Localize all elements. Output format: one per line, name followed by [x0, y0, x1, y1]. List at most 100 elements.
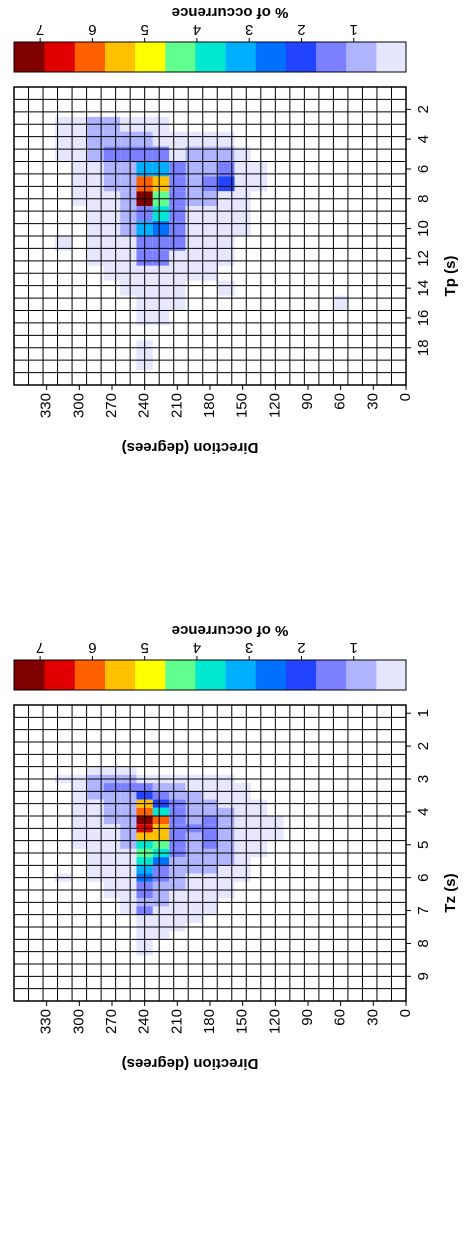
heatmap-cell: [152, 146, 170, 162]
colorbar-swatch: [194, 660, 226, 690]
heatmap-cell: [152, 931, 170, 940]
heatmap-cell: [185, 840, 202, 849]
y-tick-label: 90: [299, 393, 316, 410]
y-tick-label: 60: [332, 1009, 349, 1026]
heatmap-cell: [103, 131, 121, 147]
colorbar-swatch: [164, 660, 196, 690]
heatmap-cell: [120, 280, 137, 296]
heatmap-cell: [218, 840, 235, 849]
heatmap-cell: [201, 906, 219, 915]
heatmap-cell: [87, 236, 104, 251]
y-tick-label: 180: [201, 393, 218, 418]
heatmap-cell: [185, 816, 202, 825]
heatmap-cell: [152, 881, 170, 890]
heatmap-cell: [120, 881, 137, 890]
heatmap-cell: [152, 280, 170, 296]
heatmap-cell: [218, 890, 235, 899]
y-tick-label: 270: [103, 393, 120, 418]
colorbar-swatch: [14, 42, 45, 72]
heatmap-cell: [250, 807, 268, 816]
y-tick-label: 120: [266, 393, 283, 418]
heatmap-cell: [103, 832, 121, 841]
colorbar-tick-label: 4: [193, 639, 201, 656]
heatmap-cell: [218, 816, 235, 825]
heatmap-cell: [120, 250, 137, 266]
heatmap-cell: [103, 881, 121, 890]
heatmap-cell: [120, 865, 137, 874]
y-tick-label: 240: [136, 1009, 153, 1034]
colorbar-swatch: [194, 42, 226, 72]
y-axis-label: Direction (degrees): [122, 1055, 259, 1072]
colorbar-tick-label: 1: [350, 639, 358, 656]
heatmap-cell: [152, 791, 170, 800]
colorbar-swatch: [134, 42, 166, 72]
colorbar-swatch: [315, 42, 347, 72]
heatmap-cell: [103, 865, 121, 874]
heatmap-cell: [201, 791, 219, 800]
heatmap-cell: [87, 791, 104, 800]
heatmap-cell: [152, 161, 170, 177]
heatmap-cell: [103, 857, 121, 866]
heatmap-cell: [71, 807, 88, 816]
heatmap-cell: [120, 766, 137, 775]
heatmap-cell: [185, 881, 202, 890]
x-tick-label: 4: [415, 135, 432, 143]
colorbar-swatch: [44, 660, 75, 690]
x-tick-label: 16: [415, 310, 432, 327]
colorbar-tick-label: 1: [350, 21, 358, 38]
heatmap-cell: [120, 906, 137, 915]
x-tick-label: 14: [415, 280, 432, 297]
heatmap-cell: [152, 783, 170, 792]
colorbar-tick-label: 5: [140, 21, 148, 38]
x-tick-label: 8: [415, 939, 432, 947]
heatmap-cell: [201, 146, 219, 162]
colorbar-swatch: [74, 660, 105, 690]
heatmap-cell: [234, 176, 251, 192]
colorbar-swatch: [134, 660, 166, 690]
heatmap-cell: [120, 161, 137, 177]
colorbar-swatch: [225, 660, 256, 690]
heatmap-cell: [250, 176, 268, 192]
heatmap-cell: [169, 881, 186, 890]
heatmap-cell: [169, 807, 186, 816]
x-tick-label: 6: [415, 873, 432, 881]
heatmap-cell: [169, 250, 186, 266]
colorbar-swatch: [164, 42, 196, 72]
heatmap-cell: [152, 295, 170, 311]
colorbar-swatch: [285, 42, 317, 72]
heatmap-cell: [185, 791, 202, 800]
heatmap-cell: [87, 857, 104, 866]
heatmap-cell: [169, 206, 186, 222]
heatmap-cell: [201, 176, 219, 192]
heatmap-cell: [152, 221, 170, 236]
heatmap-cell: [234, 783, 251, 792]
heatmap-cell: [201, 816, 219, 825]
heatmap-cell: [103, 250, 121, 266]
heatmap-cell: [169, 865, 186, 874]
colorbar-tick-label: 6: [88, 21, 96, 38]
colorbar-swatch: [104, 660, 136, 690]
heatmap-cell: [71, 176, 88, 192]
colorbar-tick-label: 5: [140, 639, 148, 656]
heatmap-cell: [201, 865, 219, 874]
x-tick-label: 6: [415, 165, 432, 173]
heatmap-cell: [71, 131, 88, 147]
heatmap-cell: [201, 832, 219, 841]
heatmap-cell: [250, 840, 268, 849]
heatmap-cell: [87, 783, 104, 792]
heatmap-cell: [87, 131, 104, 147]
heatmap-cell: [152, 914, 170, 923]
heatmap-cell: [218, 161, 235, 177]
heatmap-cell: [169, 906, 186, 915]
heatmap-cell: [169, 791, 186, 800]
heatmap-cell: [185, 221, 202, 236]
heatmap-cell: [152, 906, 170, 915]
heatmap-cell: [234, 840, 251, 849]
heatmap-cell: [201, 783, 219, 792]
heatmap-cell: [185, 865, 202, 874]
heatmap-cell: [71, 816, 88, 825]
heatmap-cell: [120, 857, 137, 866]
heatmap-cell: [54, 146, 72, 162]
heatmap-cell: [103, 766, 121, 775]
heatmap-cell: [120, 176, 137, 192]
